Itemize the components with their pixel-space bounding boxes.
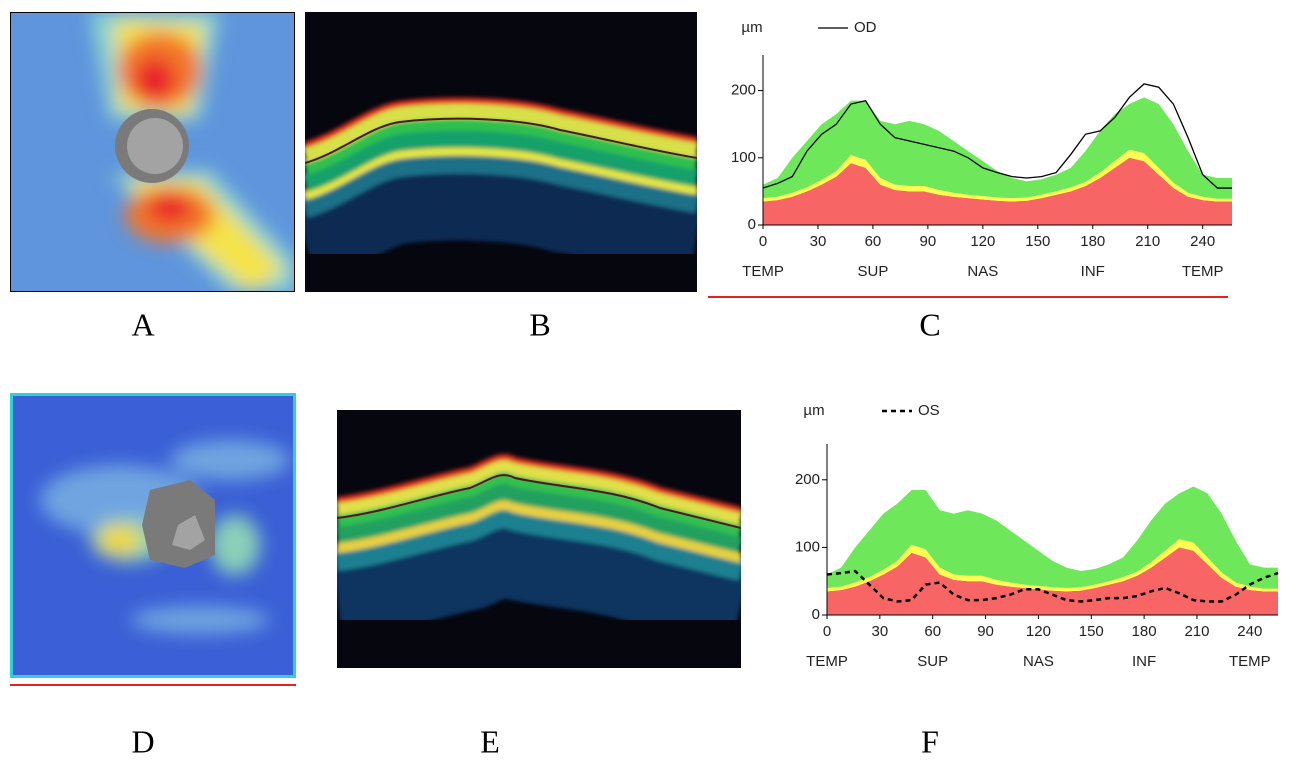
region-label: TEMP: [1182, 263, 1224, 280]
oct-scan-od: [305, 12, 697, 292]
region-label: NAS: [1023, 653, 1054, 670]
normal-band: [827, 547, 1278, 615]
x-tick-label: 180: [1080, 233, 1105, 250]
normal-band: [763, 97, 1232, 199]
normal-band: [763, 157, 1232, 225]
y-axis-unit: µm: [741, 19, 762, 36]
oct-scan-os: [337, 410, 741, 668]
panel-label: B: [529, 306, 550, 342]
x-tick-label: 60: [924, 623, 941, 640]
x-tick-label: 60: [865, 233, 882, 250]
x-tick-label: 240: [1237, 623, 1262, 640]
panel-label: E: [480, 723, 500, 759]
region-label: TEMP: [806, 653, 848, 670]
y-tick-label: 0: [748, 216, 756, 233]
y-tick-label: 100: [731, 149, 756, 166]
panel-label: D: [131, 723, 154, 759]
region-label: INF: [1081, 263, 1105, 280]
x-tick-label: 90: [920, 233, 937, 250]
panel-label: C: [919, 306, 940, 342]
normal-band: [827, 539, 1278, 592]
normal-band: [827, 486, 1278, 589]
x-tick-label: 120: [1026, 623, 1051, 640]
x-tick-label: 0: [759, 233, 767, 250]
thickness-map-os: [10, 393, 296, 678]
y-tick-label: 200: [795, 471, 820, 488]
thickness-line: [762, 83, 1232, 189]
x-tick-label: 210: [1184, 623, 1209, 640]
x-tick-label: 30: [872, 623, 889, 640]
x-tick-label: 210: [1135, 233, 1160, 250]
legend-label: OS: [918, 402, 940, 419]
panel-label: F: [921, 723, 939, 759]
y-tick-label: 0: [812, 606, 820, 623]
x-tick-label: 120: [970, 233, 995, 250]
region-label: TEMP: [742, 263, 784, 280]
x-tick-label: 150: [1079, 623, 1104, 640]
region-label: INF: [1132, 653, 1156, 670]
normal-band: [763, 149, 1232, 202]
x-tick-label: 240: [1190, 233, 1215, 250]
x-tick-label: 180: [1132, 623, 1157, 640]
x-tick-label: 150: [1025, 233, 1050, 250]
thickness-map-od: [10, 12, 295, 292]
region-label: SUP: [917, 653, 948, 670]
panel-label: A: [131, 306, 154, 342]
y-axis-unit: µm: [803, 402, 824, 419]
region-label: TEMP: [1229, 653, 1271, 670]
region-label: NAS: [967, 263, 998, 280]
x-tick-label: 90: [977, 623, 994, 640]
y-tick-label: 200: [731, 82, 756, 99]
thickness-line: [826, 569, 1279, 603]
legend-label: OD: [854, 19, 877, 36]
y-tick-label: 100: [795, 538, 820, 555]
x-tick-label: 0: [823, 623, 831, 640]
x-tick-label: 30: [810, 233, 827, 250]
region-label: SUP: [858, 263, 889, 280]
